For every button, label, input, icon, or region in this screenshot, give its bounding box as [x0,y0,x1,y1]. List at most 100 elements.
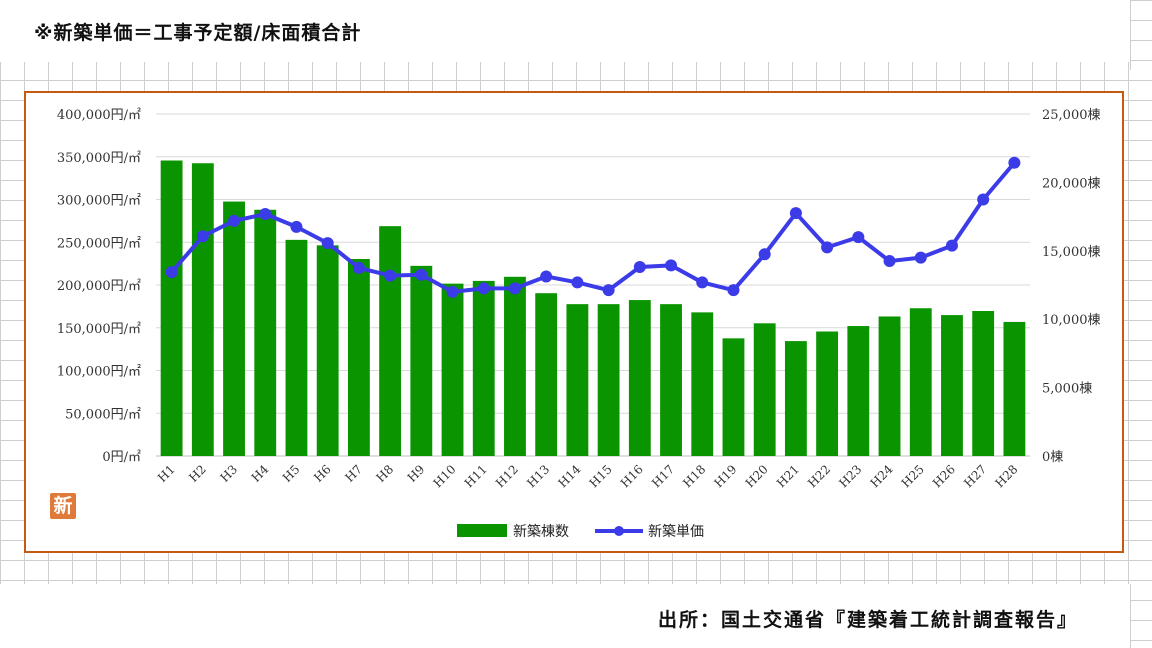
bar-H28 [1003,321,1026,456]
y-left-tick-label: 400,000円/㎡ [57,108,141,123]
bar-H24 [878,316,901,456]
header-band: ※新築単価＝工事予定額/床面積合計 [0,0,1131,70]
line-point-H28 [1008,156,1021,169]
legend-label-bars: 新築棟数 [513,524,569,540]
y-right-tick-label: 0棟 [1042,450,1063,465]
x-tick-label: H10 [431,462,459,490]
legend: 新築棟数 新築単価 [457,524,704,540]
y-right-tick-label: 10,000棟 [1042,313,1101,328]
line-point-H13 [540,270,553,283]
bar-H1 [160,160,183,456]
bar-H17 [660,304,682,456]
bar-H15 [597,304,620,456]
y-left-tick-label: 100,000円/㎡ [57,365,141,380]
bar-H11 [472,280,495,456]
x-tick-label: H27 [961,462,989,490]
line-point-H6 [321,237,334,250]
x-tick-label: H17 [649,462,677,490]
bar-H26 [941,315,963,456]
bar-H22 [816,331,839,456]
line-point-H21 [789,207,802,220]
line-point-H8 [384,269,397,282]
line-point-H9 [415,268,428,281]
line-point-H7 [352,261,365,274]
bar-H3 [223,201,245,456]
bar-H16 [628,300,651,456]
line-point-H24 [883,255,896,268]
x-tick-label: H14 [555,462,583,490]
chart-frame: 0円/㎡ 50,000円/㎡ 100,000円/㎡ 150,000円/㎡ 200,000… [24,91,1124,553]
x-tick-label: H28 [992,462,1020,490]
footer-band: 出所：国土交通省『建築着工統計調査報告』 [0,584,1131,648]
line-point-H14 [571,276,584,289]
y-right-tick-label: 25,000棟 [1042,108,1101,123]
bar-H5 [285,239,308,456]
line-point-H20 [758,248,771,261]
y-left-tick-label: 50,000円/㎡ [65,407,141,422]
x-tick-label: H20 [743,462,771,490]
line-point-H17 [665,259,678,272]
legend-swatch-bars [457,524,507,537]
y-right-tick-label: 5,000棟 [1042,382,1092,397]
chart-note-title: ※新築単価＝工事予定額/床面積合計 [34,22,362,44]
x-tick-label: H19 [711,462,739,490]
line-point-H16 [633,261,646,274]
line-point-H23 [852,231,865,244]
combo-chart: 0円/㎡ 50,000円/㎡ 100,000円/㎡ 150,000円/㎡ 200,000… [57,108,1101,540]
y-left-tick-label: 200,000円/㎡ [57,279,141,294]
line-point-H11 [477,282,490,295]
x-tick-label: H18 [680,462,708,490]
bar-H20 [753,323,776,456]
x-tick-label: H2 [186,462,209,485]
x-tick-label: H6 [311,462,334,485]
line-point-H3 [228,214,241,227]
x-tick-label: H23 [836,462,864,490]
x-tick-label: H21 [774,462,802,490]
line-point-H18 [696,276,709,289]
line-point-H15 [602,284,615,297]
x-tick-label: H1 [155,462,178,485]
legend-marker-line [614,526,624,536]
x-tick-label: H26 [930,462,958,490]
legend-label-line: 新築単価 [648,524,704,540]
line-point-H4 [259,208,272,221]
bar-H27 [972,310,995,456]
bar-H9 [410,265,433,456]
y-left-tick-label: 150,000円/㎡ [57,322,141,337]
x-tick-label: H5 [280,462,303,485]
line-point-H10 [446,285,459,298]
bar-H2 [191,163,214,457]
bar-H23 [847,326,870,456]
line-point-H12 [508,282,521,295]
bar-H7 [347,259,370,456]
bar-H19 [722,338,745,456]
x-tick-label: H11 [462,462,490,490]
y-right-tick-label: 20,000棟 [1042,176,1101,191]
line-point-H5 [290,220,303,233]
bar-H21 [784,341,807,456]
x-tick-label: H12 [493,462,521,490]
bar-H18 [691,312,714,456]
line-point-H19 [727,284,740,297]
source-citation: 出所：国土交通省『建築着工統計調査報告』 [657,609,1078,631]
bar-H13 [535,293,558,456]
x-tick-label: H7 [342,462,365,485]
y-right-tick-label: 15,000棟 [1042,245,1101,260]
x-tick-label: H25 [899,462,927,490]
bar-H12 [504,276,526,456]
x-tick-label: H24 [868,462,896,490]
x-tick-label: H9 [405,462,428,485]
line-point-H25 [914,251,927,264]
x-tick-label: H16 [618,462,646,490]
line-series-unit-price [170,161,1016,294]
bar-H25 [909,308,932,456]
y-left-tick-label: 0円/㎡ [102,450,141,465]
bar-H4 [254,209,277,456]
x-tick-label: H8 [374,462,397,485]
bar-H8 [379,226,402,456]
x-tick-label: H4 [249,462,272,485]
bar-H14 [566,304,589,456]
x-tick-label: H22 [805,462,833,490]
x-tick-label: H15 [587,462,615,490]
y-left-tick-label: 250,000円/㎡ [57,236,141,251]
